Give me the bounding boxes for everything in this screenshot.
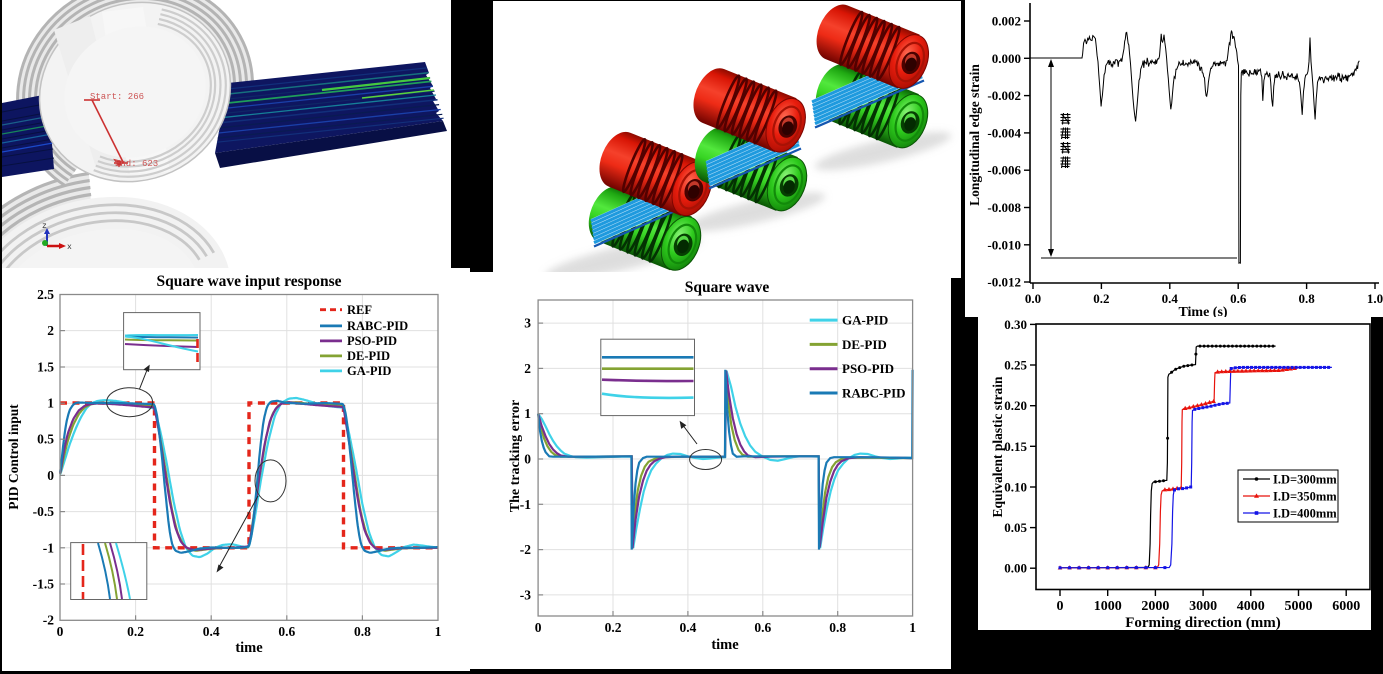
svg-text:3000: 3000 [1189,599,1217,614]
svg-text:Square wave input response: Square wave input response [156,273,341,290]
svg-text:I.D=400mm: I.D=400mm [1273,506,1337,520]
svg-text:time: time [711,637,739,653]
svg-text:0: 0 [1057,599,1064,614]
svg-text:0.30: 0.30 [1004,317,1027,332]
svg-text:2.5: 2.5 [37,287,54,302]
svg-text:-3: -3 [520,587,531,602]
svg-text:-0.004: -0.004 [987,125,1021,140]
svg-text:6000: 6000 [1332,599,1360,614]
svg-text:Forming direction (mm): Forming direction (mm) [1125,615,1281,630]
svg-text:0.2: 0.2 [127,624,144,639]
svg-text:0.6: 0.6 [1230,291,1247,306]
svg-text:2: 2 [47,323,54,338]
svg-text:RABC-PID: RABC-PID [347,319,408,333]
svg-text:-0.006: -0.006 [987,163,1021,178]
svg-text:GA-PID: GA-PID [842,313,888,328]
svg-text:1: 1 [47,396,54,411]
svg-text:1: 1 [909,620,916,635]
svg-text:-1: -1 [43,540,54,555]
svg-text:0.5: 0.5 [37,432,54,447]
svg-text:z: z [42,222,47,231]
svg-text:1.0: 1.0 [1367,291,1383,306]
svg-text:1: 1 [435,624,442,639]
svg-text:-1: -1 [520,497,531,512]
svg-text:0.002: 0.002 [992,14,1021,29]
svg-text:I.D=350mm: I.D=350mm [1273,489,1337,503]
svg-text:-1.5: -1.5 [33,577,55,592]
svg-text:0.20: 0.20 [1004,398,1027,413]
svg-text:0: 0 [535,620,542,635]
svg-text:0.6: 0.6 [278,624,295,639]
svg-text:0.6: 0.6 [754,620,771,635]
svg-text:I.D=300mm: I.D=300mm [1273,472,1337,486]
svg-text:0.8: 0.8 [829,620,846,635]
svg-text:0.4: 0.4 [679,620,696,635]
svg-text:0.2: 0.2 [605,620,622,635]
svg-text:4000: 4000 [1237,599,1265,614]
svg-text:RABC-PID: RABC-PID [842,386,906,401]
svg-text:0.00: 0.00 [1004,561,1027,576]
svg-text:DE-PID: DE-PID [347,349,390,363]
svg-text:End: 623: End: 623 [115,159,158,169]
svg-text:Equivalent plastic strain: Equivalent plastic strain [990,376,1005,518]
svg-text:-0.010: -0.010 [987,237,1021,252]
svg-text:3: 3 [524,316,531,331]
svg-text:time: time [235,640,263,656]
svg-text:0.2: 0.2 [1093,291,1109,306]
svg-text:0.4: 0.4 [1162,291,1179,306]
svg-text:-0.002: -0.002 [987,88,1021,103]
svg-text:0.0: 0.0 [1025,291,1041,306]
svg-text:0.8: 0.8 [1298,291,1315,306]
svg-text:PID Control input: PID Control input [6,404,21,510]
svg-text:0: 0 [47,468,54,483]
svg-text:1.5: 1.5 [37,359,54,374]
svg-text:PSO-PID: PSO-PID [347,334,397,348]
svg-text:-0.5: -0.5 [33,504,55,519]
svg-text:1000: 1000 [1094,599,1122,614]
svg-text:0.8: 0.8 [354,624,371,639]
svg-text:-0.008: -0.008 [987,200,1021,215]
svg-text:0: 0 [57,624,64,639]
svg-text:Start: 266: Start: 266 [90,92,144,102]
svg-text:2000: 2000 [1141,599,1169,614]
svg-text:0: 0 [524,452,531,467]
svg-text:-2: -2 [43,613,54,628]
svg-text:0.25: 0.25 [1004,358,1027,373]
svg-text:DE-PID: DE-PID [842,337,887,352]
svg-text:0.15: 0.15 [1004,439,1027,454]
svg-text:0.4: 0.4 [203,624,220,639]
svg-text:0.000: 0.000 [992,51,1021,66]
svg-text:x: x [67,243,72,252]
svg-text:5000: 5000 [1285,599,1313,614]
svg-text:GA-PID: GA-PID [347,364,391,378]
svg-text:Square wave: Square wave [685,279,770,296]
svg-text:REF: REF [347,303,372,317]
svg-text:Time (s): Time (s) [1178,305,1227,317]
svg-text:0.05: 0.05 [1004,520,1027,535]
svg-text:PSO-PID: PSO-PID [842,361,894,376]
svg-text:0.10: 0.10 [1004,480,1027,495]
svg-text:Longitudinal edge strain: Longitudinal edge strain [967,64,982,206]
svg-text:The tracking error: The tracking error [508,400,523,513]
svg-text:-2: -2 [520,542,531,557]
svg-text:-0.012: -0.012 [987,275,1021,290]
svg-text:2: 2 [524,361,531,376]
svg-text:1: 1 [524,406,531,421]
